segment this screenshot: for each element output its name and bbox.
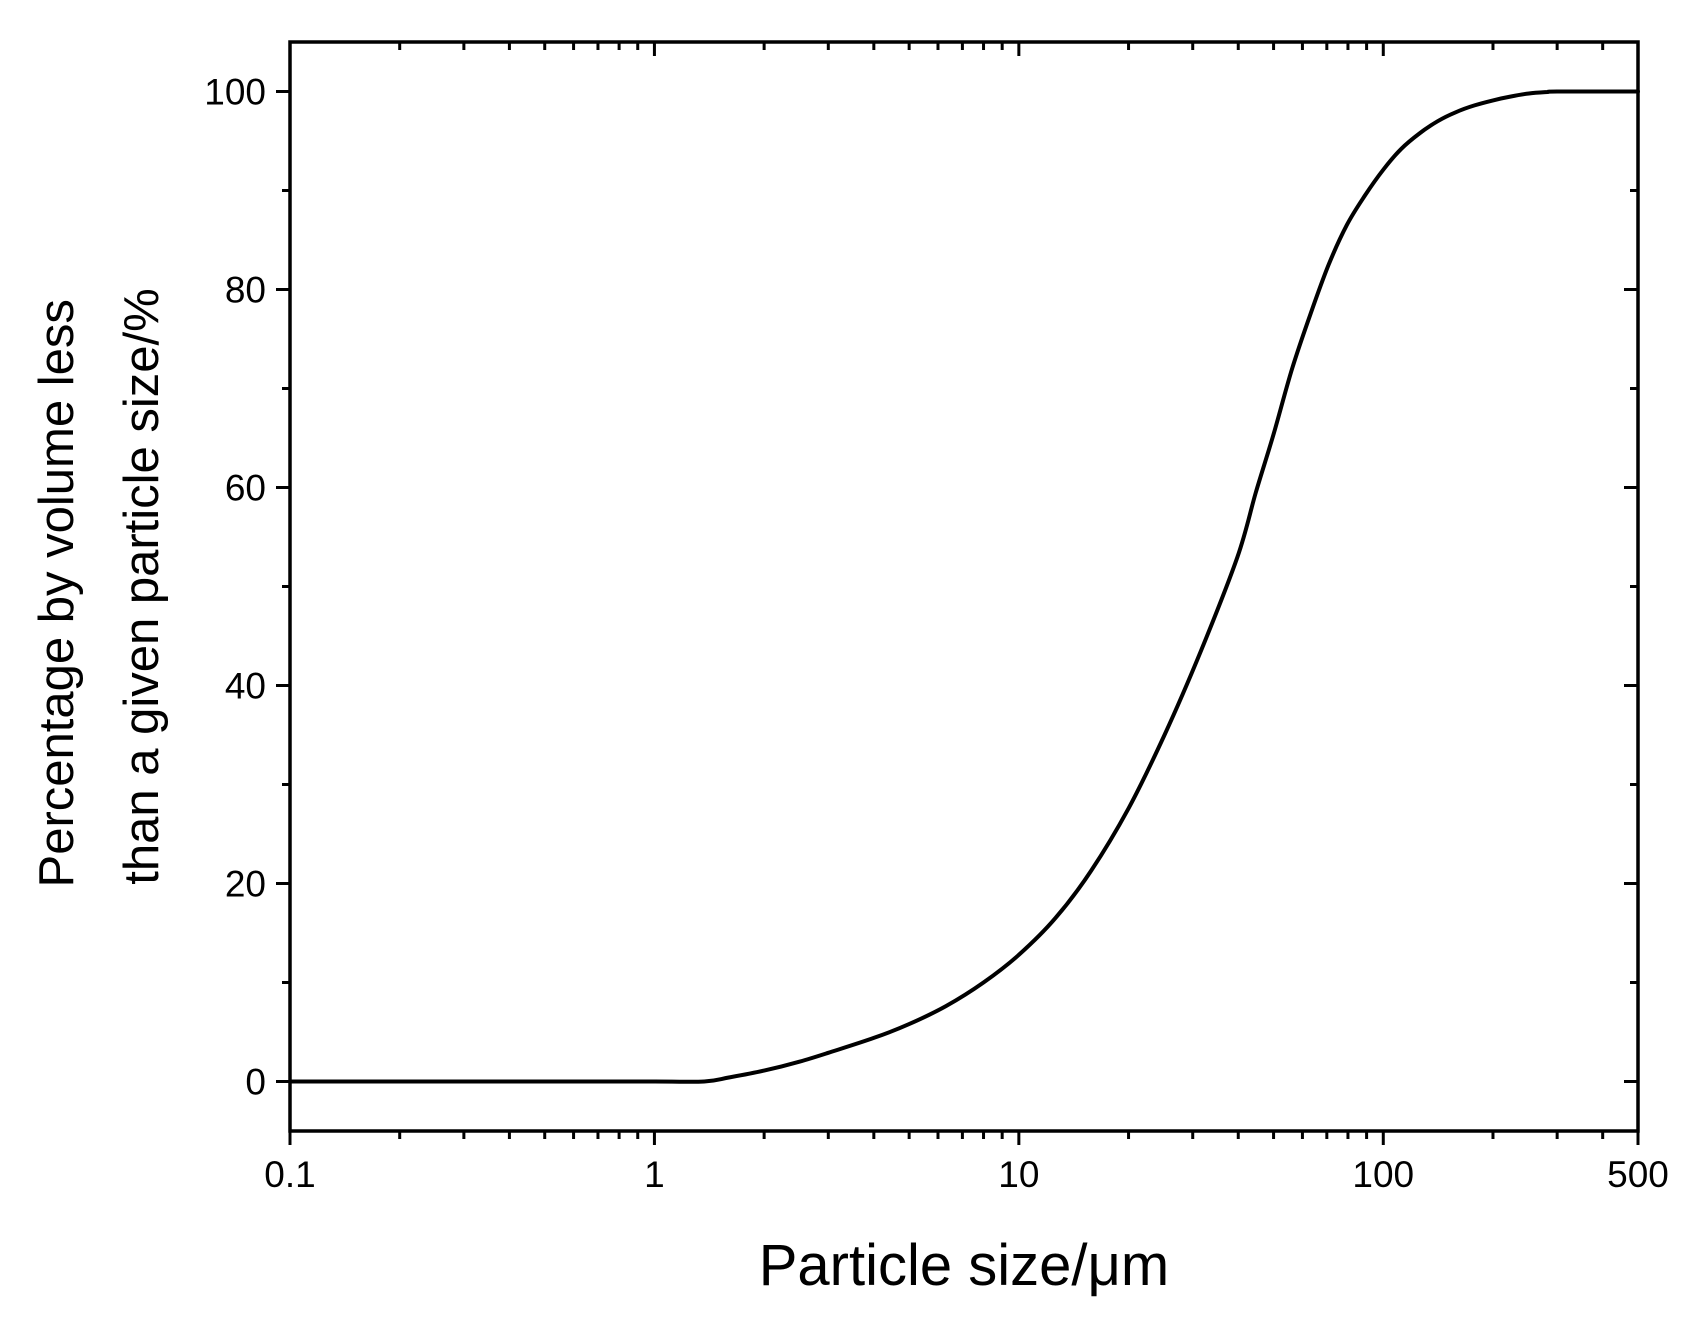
y-tick-label: 20 <box>225 864 266 905</box>
cumulative-distribution-line <box>288 89 1640 1084</box>
y-tick-label: 80 <box>225 270 266 311</box>
x-tick-labels: 0.1 1 10 100 500 <box>264 1154 1669 1195</box>
x-tick-label: 10 <box>998 1154 1039 1195</box>
y-tick-label: 60 <box>225 468 266 509</box>
axis-ticks <box>276 42 1640 1145</box>
x-tick-label: 0.1 <box>264 1154 315 1195</box>
x-tick-label: 1 <box>644 1154 665 1195</box>
x-axis-label: Particle size/μm <box>759 1233 1170 1298</box>
x-tick-label: 100 <box>1352 1154 1414 1195</box>
y-axis-label: Percentage by volume less than a given p… <box>30 286 169 888</box>
y-tick-label: 100 <box>204 72 266 113</box>
y-axis-label-line-1: Percentage by volume less <box>30 299 84 887</box>
y-tick-label: 0 <box>245 1062 266 1103</box>
x-tick-label: 500 <box>1607 1154 1669 1195</box>
y-tick-labels: 0 20 40 60 80 100 <box>204 72 266 1103</box>
y-tick-label: 40 <box>225 666 266 707</box>
plot-frame <box>288 40 1640 1133</box>
y-axis-label-line-2: than a given particle size/% <box>115 288 169 885</box>
